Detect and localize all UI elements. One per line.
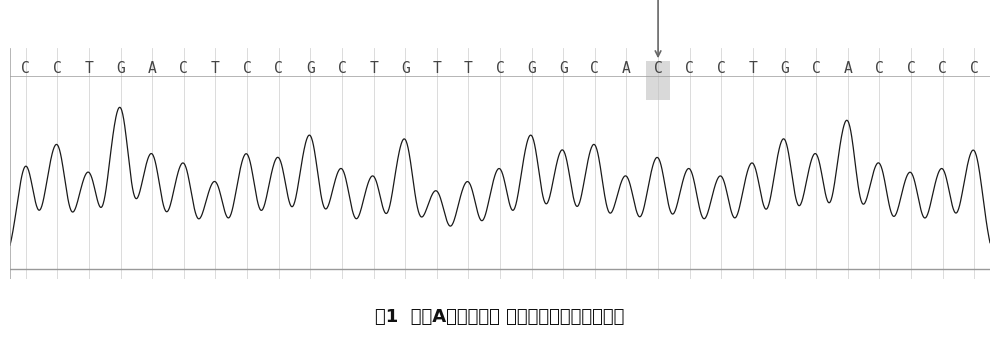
Text: C: C [717,62,726,76]
Text: C: C [338,62,346,76]
Text: T: T [211,62,220,76]
Text: T: T [749,62,757,76]
Text: G: G [401,62,410,76]
Text: G: G [527,62,536,76]
Text: G: G [116,62,125,76]
Text: T: T [464,62,473,76]
Text: T: T [432,62,441,76]
Text: C: C [812,62,821,76]
Text: C: C [243,62,251,76]
Text: C: C [970,62,979,76]
Text: T: T [369,62,378,76]
Text: 图1  正常A型参考序列 （国际血型基因突变库）: 图1 正常A型参考序列 （国际血型基因突变库） [375,308,625,326]
Text: T: T [85,62,93,76]
Text: G: G [780,62,789,76]
Text: C: C [875,62,884,76]
Text: C: C [938,62,947,76]
Text: C: C [274,62,283,76]
Text: C: C [53,62,62,76]
Text: C: C [21,62,30,76]
Text: A: A [843,62,852,76]
Text: G: G [559,62,568,76]
Bar [646,61,670,100]
Text: C: C [654,62,662,76]
Text: A: A [148,62,157,76]
Text: C: C [179,62,188,76]
Text: A: A [622,62,631,76]
Text: G: G [306,62,315,76]
Text: C: C [590,62,599,76]
Text: C: C [496,62,504,76]
Text: C: C [907,62,915,76]
Text: C: C [685,62,694,76]
